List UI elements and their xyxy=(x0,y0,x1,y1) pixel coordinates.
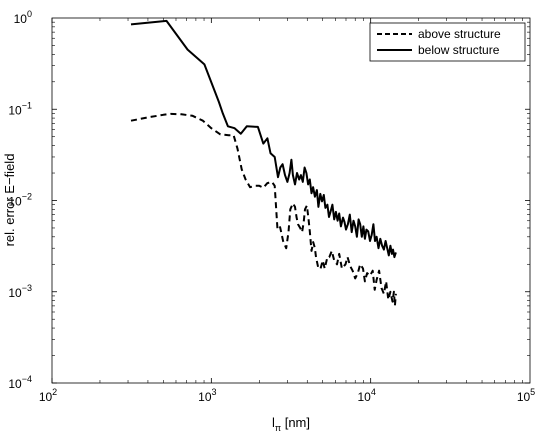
x-tick-label: 103 xyxy=(198,387,216,404)
y-tick-label: 10−3 xyxy=(8,283,32,300)
series-line-below-structure xyxy=(130,19,397,259)
x-tick-label: 105 xyxy=(517,387,535,404)
axis-ticks xyxy=(51,18,530,384)
legend: above structure below structure xyxy=(369,22,526,62)
y-tick-label: 10−1 xyxy=(8,100,32,117)
axes-frame xyxy=(51,17,531,384)
axis-tick-labels: 102 103 104 105 10−4 10−3 10−2 10−1 100 xyxy=(8,9,535,404)
y-tick-label: 10−4 xyxy=(8,374,32,391)
y-axis-label: rel. error E−field xyxy=(2,154,17,247)
y-tick-label: 100 xyxy=(14,9,32,26)
legend-box xyxy=(369,22,526,62)
x-tick-label: 102 xyxy=(39,387,57,404)
legend-label-below: below structure xyxy=(418,43,500,57)
legend-label-above: above structure xyxy=(418,27,501,41)
series-layer xyxy=(130,19,397,307)
series-line-above-structure xyxy=(130,112,397,307)
y-tick-label: 10−2 xyxy=(8,192,32,209)
x-tick-label: 104 xyxy=(357,387,375,404)
x-axis-label: lπ [nm] xyxy=(272,415,310,433)
